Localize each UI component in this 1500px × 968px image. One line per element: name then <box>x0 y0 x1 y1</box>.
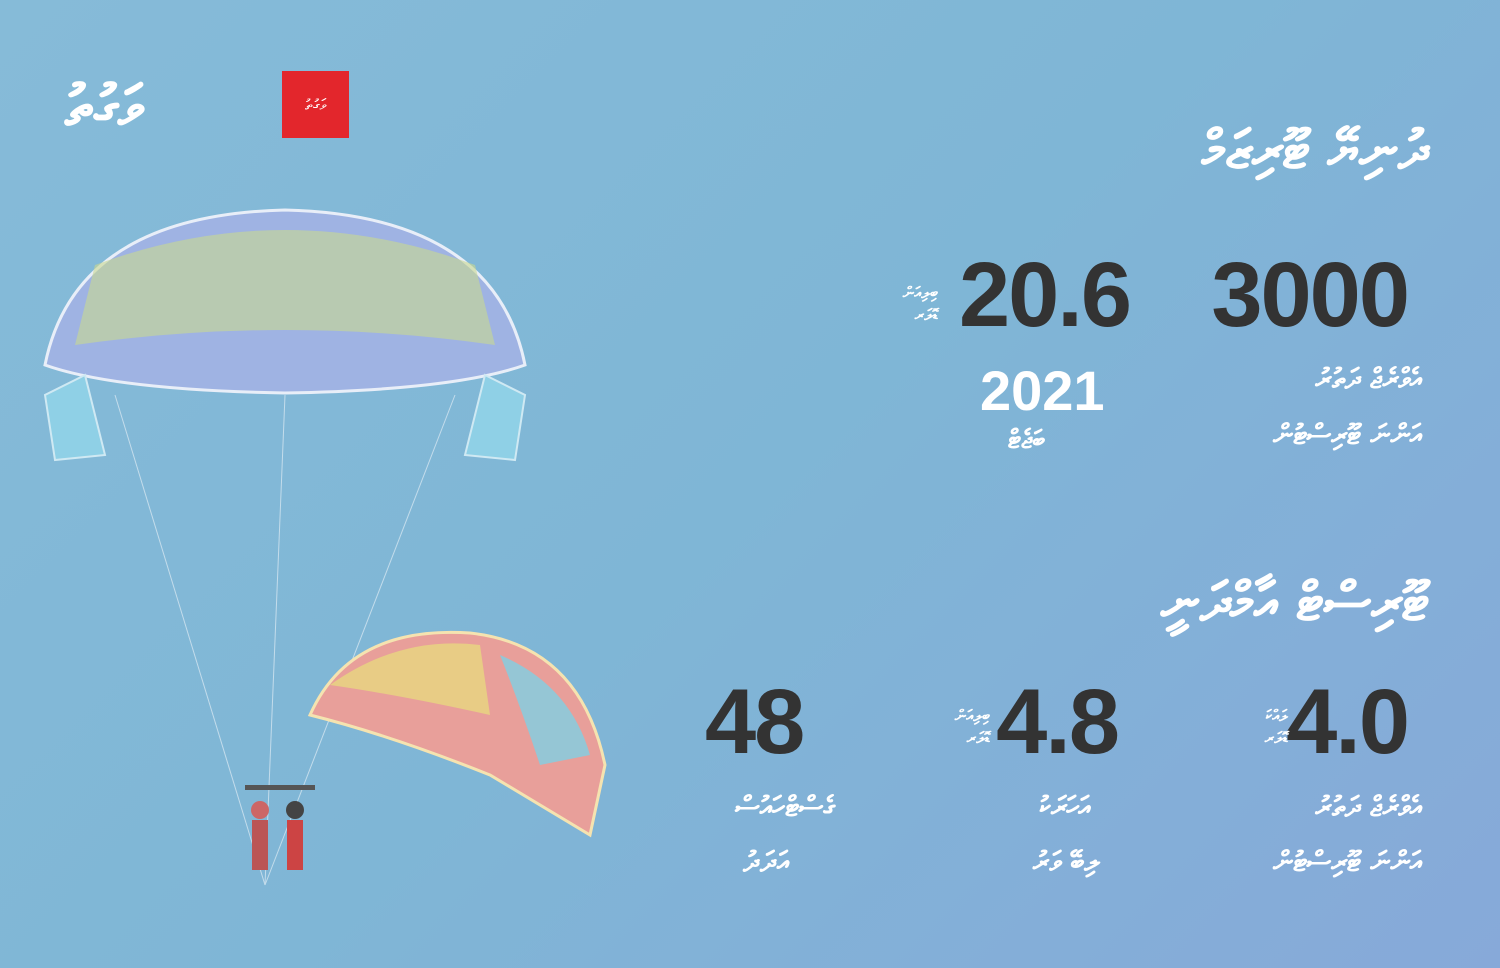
stat-48-label-1: ގެސްޓްހައުސް <box>735 790 835 823</box>
stat-20-6-value: 20.6 <box>958 244 1132 346</box>
section1-title: ދުނިޔޭ ޓޫރިޒަމް <box>1201 118 1428 181</box>
logo-badge-text: ވަގުތު <box>304 94 327 114</box>
stat-48-value: 48 <box>705 671 805 773</box>
stat-20-6-unit: ބިލިއަން ޑޮލަރ <box>902 283 938 324</box>
stat-4-0-label-2: އަންނަ ޓޫރިސްޓުން <box>1273 845 1422 878</box>
stat-4-0-unit: ލައްކަ ޑޮލަރ <box>1264 706 1288 747</box>
stat-4-8-unit: ބިލިއަން ޑޮލަރ <box>954 706 990 747</box>
stat-48-label-2: އަދަދު <box>743 845 790 878</box>
stat-4-8-value: 4.8 <box>996 671 1120 773</box>
logo-badge: ވަގުތު <box>282 71 349 138</box>
stat-3000-label-1: އެވްރެޖް ދަތުރު <box>1315 362 1422 395</box>
stat-4-8-label-1: އަހަރަކު <box>1039 790 1090 823</box>
logo-text: ވަގުތު <box>65 72 142 140</box>
stat-year-label: ބަޖެޓް <box>1007 425 1045 455</box>
stat-4-8-label-2: ލިބޭ ވަރު <box>1032 845 1100 878</box>
parachute-large <box>43 208 527 886</box>
parachute-small <box>245 630 607 870</box>
stat-year: 2021 <box>980 359 1105 422</box>
stat-3000-label-2: އަންނަ ޓޫރިސްޓުން <box>1273 418 1422 451</box>
stat-3000-value: 3000 <box>1211 244 1410 346</box>
section2-title: ޓޫރިސްޓް އާމްދަނީ <box>1160 570 1428 633</box>
stat-4-0-label-1: އެވްރެޖް ދަތުރު <box>1315 790 1422 823</box>
stat-4-0-value: 4.0 <box>1286 671 1410 773</box>
